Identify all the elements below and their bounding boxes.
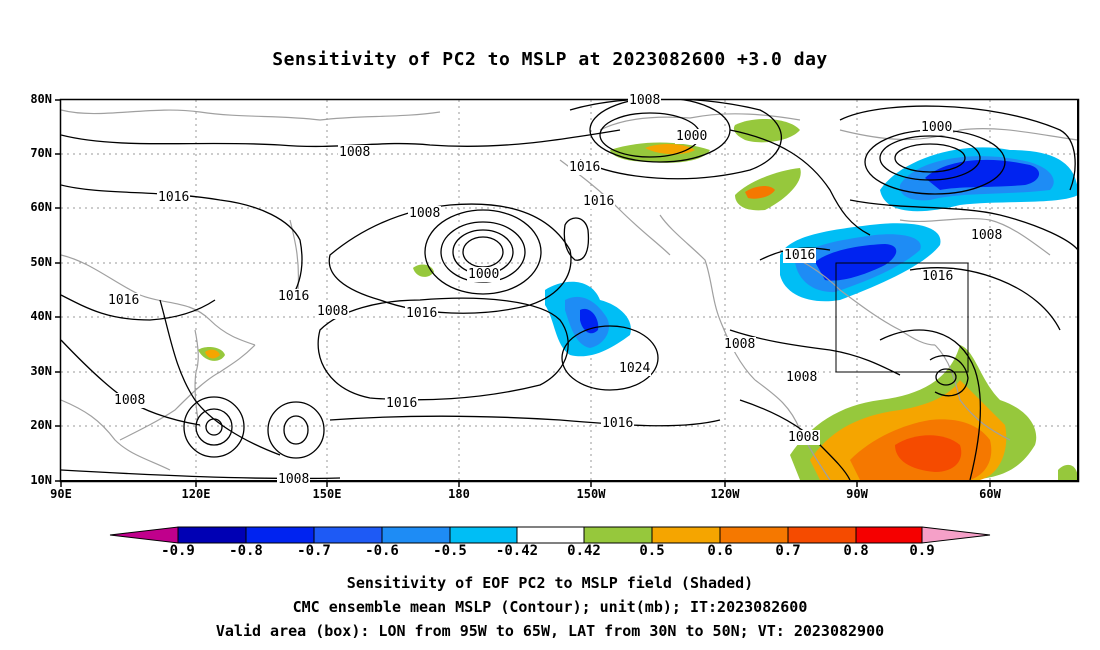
colorbar-cell [516,526,585,544]
lat-label: 70N [30,146,52,160]
lat-label: 30N [30,364,52,378]
colorbar-cell [719,526,789,544]
lat-label: 80N [30,92,52,106]
contour-label: 1008 [787,430,821,445]
colorbar-label: 0.6 [707,543,733,559]
contour-label: 1016 [568,160,602,175]
colorbar-cell [583,526,653,544]
colorbar-cell [177,526,247,544]
contour-label: 1016 [601,416,635,431]
colorbar-label: -0.5 [433,543,467,559]
caption-line: Valid area (box): LON from 95W to 65W, L… [215,622,885,640]
lon-label: 90E [50,487,72,501]
colorbar-label: -0.6 [365,543,399,559]
colorbar-label: -0.42 [495,543,539,559]
colorbar-cell [313,526,383,544]
lon-label: 90W [846,487,868,501]
contour-label: 1016 [157,190,191,205]
colorbar [109,526,991,544]
lon-label: 180 [448,487,470,501]
colorbar-label: 0.42 [567,543,601,559]
valid-area-box [835,262,969,373]
colorbar-cell [381,526,451,544]
colorbar-cell [109,526,179,544]
colorbar-label: -0.9 [161,543,195,559]
lat-label: 40N [30,309,52,323]
lat-label: 50N [30,255,52,269]
colorbar-label: -0.7 [297,543,331,559]
colorbar-label: -0.8 [229,543,263,559]
lat-label: 60N [30,200,52,214]
contour-label: 1016 [107,293,141,308]
lon-label: 120W [710,487,740,501]
contour-label: 1008 [277,472,311,487]
colorbar-cell [651,526,721,544]
contour-label: 1008 [723,337,757,352]
coastlines [61,109,1077,480]
caption-line: CMC ensemble mean MSLP (Contour); unit(m… [292,598,808,616]
colorbar-cell [921,526,991,544]
contour-label: 1000 [920,120,954,135]
caption-line: Sensitivity of EOF PC2 to MSLP field (Sh… [346,574,754,592]
contour-label: 1008 [970,228,1004,243]
contour-label: 1016 [783,248,817,263]
lon-label: 150E [312,487,342,501]
colorbar-cell [449,526,518,544]
colorbar-cell [855,526,923,544]
contour-label: 1024 [618,361,652,376]
contour-label: 1016 [405,306,439,321]
colorbar-label: 0.7 [775,543,801,559]
contour-label: 1008 [113,393,147,408]
contour-label: 1008 [408,206,442,221]
contour-label: 1016 [277,289,311,304]
colorbar-label: 0.9 [909,543,935,559]
contour-label: 1016 [582,194,616,209]
lat-label: 10N [30,473,52,487]
colorbar-label: 0.8 [843,543,869,559]
lon-label: 120E [181,487,211,501]
lon-label: 60W [979,487,1001,501]
map-title: Sensitivity of PC2 to MSLP at 2023082600… [272,49,828,70]
colorbar-cell [245,526,315,544]
positive-sensitivity-shading [198,118,1077,480]
contour-label: 1008 [316,304,350,319]
colorbar-label: 0.5 [639,543,665,559]
contour-label: 1008 [785,370,819,385]
contour-label: 1000 [675,129,709,144]
contour-label: 1016 [921,269,955,284]
lat-label: 20N [30,418,52,432]
colorbar-cell [787,526,857,544]
contour-label: 1016 [385,396,419,411]
contour-label: 1008 [338,145,372,160]
lon-label: 150W [576,487,606,501]
contour-label: 1000 [467,267,501,282]
contour-label: 1008 [628,93,662,108]
